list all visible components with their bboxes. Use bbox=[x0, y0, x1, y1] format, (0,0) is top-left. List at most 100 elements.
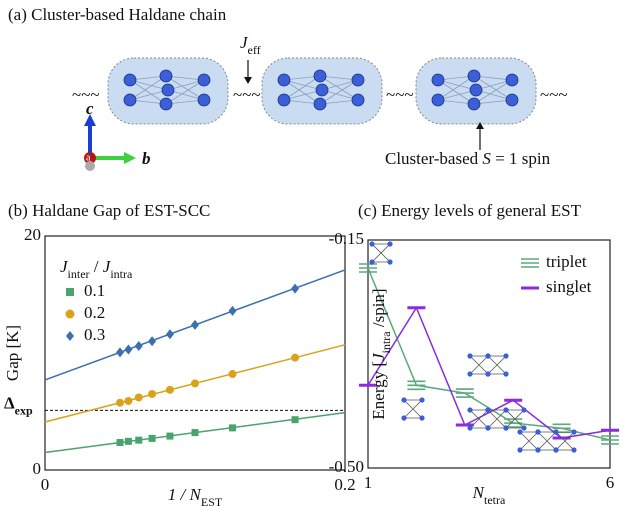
text-part: Gap [K] bbox=[3, 325, 22, 381]
legend-label: 0.2 bbox=[84, 303, 105, 322]
x-tick-label: 1 bbox=[364, 473, 373, 492]
icon bbox=[538, 432, 556, 450]
icon-atom bbox=[387, 241, 392, 246]
marker bbox=[229, 424, 236, 431]
icon-atom bbox=[553, 447, 558, 452]
legend-marker bbox=[66, 310, 75, 319]
icon-atom bbox=[467, 407, 472, 412]
marker bbox=[135, 437, 142, 444]
atom bbox=[124, 74, 136, 86]
atom bbox=[432, 94, 444, 106]
marker bbox=[117, 439, 124, 446]
atom bbox=[162, 84, 174, 96]
icon-atom bbox=[521, 407, 526, 412]
y-axis-label: Gap [K] bbox=[3, 325, 22, 381]
marker bbox=[456, 389, 474, 397]
coupling-label: Jeff bbox=[240, 33, 261, 57]
icon-atom bbox=[401, 415, 406, 420]
icon bbox=[556, 432, 574, 450]
atom bbox=[506, 74, 518, 86]
legend-label: singlet bbox=[546, 277, 592, 296]
marker bbox=[229, 370, 237, 378]
bond: ~~~ bbox=[386, 85, 414, 104]
marker bbox=[125, 438, 132, 445]
bond: ~~~ bbox=[233, 85, 261, 104]
marker bbox=[124, 397, 132, 405]
legend-marker bbox=[521, 259, 539, 267]
icon-atom bbox=[521, 425, 526, 430]
marker bbox=[148, 390, 156, 398]
icon-atom bbox=[503, 407, 508, 412]
marker bbox=[292, 416, 299, 423]
figure: (a) Cluster-based Haldane chain ~~~ ~~~ … bbox=[0, 0, 631, 506]
marker bbox=[291, 284, 299, 294]
axis-b-label: b bbox=[142, 149, 151, 168]
icon-atom bbox=[503, 371, 508, 376]
text-part: inter bbox=[68, 267, 90, 281]
atom bbox=[160, 70, 172, 82]
y-tick-label: 0 bbox=[33, 459, 42, 478]
icon-atom bbox=[503, 353, 508, 358]
axis-b-head bbox=[124, 152, 136, 164]
marker bbox=[148, 336, 156, 346]
icon-atom bbox=[485, 425, 490, 430]
arrow-head bbox=[244, 77, 252, 84]
text-part: Energy [ bbox=[369, 361, 388, 420]
atom bbox=[314, 70, 326, 82]
atom bbox=[278, 94, 290, 106]
icon-atom bbox=[571, 429, 576, 434]
panel-title: (b) Haldane Gap of EST-SCC bbox=[8, 201, 210, 220]
icon-atom bbox=[369, 241, 374, 246]
text-part: EST bbox=[201, 495, 223, 506]
y-axis-label: Energy [Jintra /spin] bbox=[369, 288, 393, 419]
atom bbox=[198, 94, 210, 106]
x-tick-label: 6 bbox=[606, 473, 615, 492]
icon-atom bbox=[467, 353, 472, 358]
y-tick-label: 20 bbox=[24, 225, 41, 244]
marker bbox=[291, 354, 299, 362]
atom bbox=[316, 84, 328, 96]
bond: ~~~ bbox=[540, 85, 568, 104]
reference-label: Δexp bbox=[4, 393, 33, 417]
icon-atom bbox=[535, 429, 540, 434]
icon-atom bbox=[467, 371, 472, 376]
text-part: tetra bbox=[484, 493, 506, 506]
atom bbox=[124, 94, 136, 106]
marker bbox=[166, 433, 173, 440]
y-tick-label: -0.15 bbox=[329, 229, 364, 248]
axis-c-label: c bbox=[86, 99, 94, 118]
atom bbox=[468, 98, 480, 110]
legend-marker bbox=[66, 288, 74, 296]
atom bbox=[432, 74, 444, 86]
marker bbox=[116, 399, 124, 407]
icon bbox=[470, 356, 488, 374]
atom bbox=[160, 98, 172, 110]
text-part: /spin] bbox=[369, 288, 388, 331]
marker bbox=[191, 320, 199, 330]
legend-title: Jinter / Jintra bbox=[60, 257, 133, 281]
icon-atom bbox=[553, 429, 558, 434]
spin-label: Cluster-based S = 1 spin bbox=[385, 149, 551, 168]
icon bbox=[520, 432, 538, 450]
marker bbox=[192, 429, 199, 436]
icon-atom bbox=[369, 259, 374, 264]
text-part: intra bbox=[110, 267, 133, 281]
icon-atom bbox=[401, 397, 406, 402]
panel-title: (c) Energy levels of general EST bbox=[358, 201, 582, 220]
icon bbox=[404, 400, 422, 418]
icon-atom bbox=[419, 397, 424, 402]
legend-label: 0.1 bbox=[84, 281, 105, 300]
x-axis-label: Ntetra bbox=[472, 483, 506, 506]
icon-atom bbox=[503, 425, 508, 430]
icon-atom bbox=[387, 259, 392, 264]
atom bbox=[352, 74, 364, 86]
icon bbox=[488, 356, 506, 374]
x-axis-label: 1 / NEST bbox=[168, 485, 223, 506]
x-tick-label: 0.2 bbox=[334, 475, 355, 494]
icon-atom bbox=[517, 429, 522, 434]
axis-a-label: a bbox=[86, 152, 91, 163]
y-tick-label: -0.50 bbox=[329, 457, 364, 476]
x-tick-label: 0 bbox=[41, 475, 50, 494]
marker bbox=[135, 341, 143, 351]
marker bbox=[229, 306, 237, 316]
